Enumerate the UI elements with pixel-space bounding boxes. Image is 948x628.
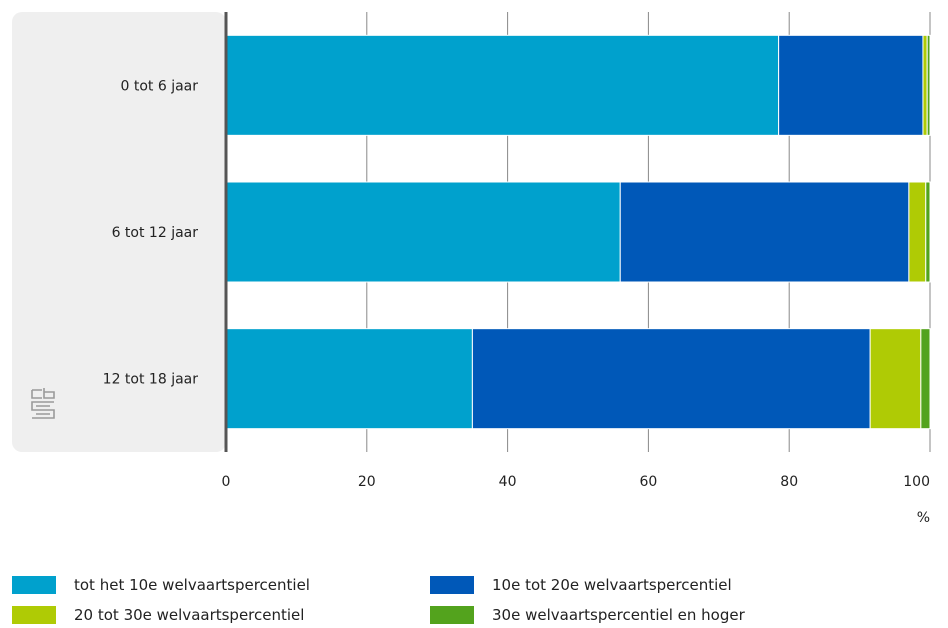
bars <box>225 34 931 430</box>
bar-segment <box>925 181 931 283</box>
bar-segment <box>225 328 473 430</box>
bar-segment <box>869 328 922 430</box>
category-labels: 0 tot 6 jaar 6 tot 12 jaar 12 tot 18 jaar <box>103 78 199 387</box>
legend-swatch <box>430 576 474 594</box>
legend-item: 30e welvaartspercentiel en hoger <box>430 606 745 624</box>
x-tick-label: 100 <box>903 474 930 490</box>
x-tick-label: 40 <box>499 474 517 490</box>
legend-swatch <box>12 576 56 594</box>
legend-swatch <box>430 606 474 624</box>
legend-swatch <box>12 606 56 624</box>
legend-label: 20 tot 30e welvaartspercentiel <box>74 606 305 624</box>
category-label: 0 tot 6 jaar <box>120 78 198 94</box>
legend-item: 10e tot 20e welvaartspercentiel <box>430 576 732 594</box>
x-axis-unit: % <box>917 510 930 526</box>
bar-segment <box>225 181 621 283</box>
bar-segment <box>778 34 924 136</box>
legend-item: 20 tot 30e welvaartspercentiel <box>12 606 304 624</box>
cbs-logo-icon <box>31 388 55 419</box>
legend-label: 10e tot 20e welvaartspercentiel <box>492 576 732 594</box>
legend-item: tot het 10e welvaartspercentiel <box>12 576 310 594</box>
bar-segment <box>920 328 931 430</box>
legend-label: 30e welvaartspercentiel en hoger <box>492 606 745 624</box>
x-tick-label: 20 <box>358 474 376 490</box>
bar-segment <box>926 34 931 136</box>
x-tick-label: 80 <box>780 474 798 490</box>
category-label: 6 tot 12 jaar <box>112 225 199 241</box>
category-label: 12 tot 18 jaar <box>103 372 199 388</box>
x-tick-label: 60 <box>639 474 657 490</box>
bar-segment <box>922 34 928 136</box>
bar-segment <box>619 181 910 283</box>
bar-segment <box>471 328 871 430</box>
bar-segment <box>908 181 927 283</box>
bar-segment <box>225 34 780 136</box>
category-label-panel <box>12 12 226 452</box>
legend-label: tot het 10e welvaartspercentiel <box>74 576 310 594</box>
x-tick-labels: 0 20 40 60 80 100 <box>222 474 930 490</box>
x-tick-label: 0 <box>222 474 231 490</box>
